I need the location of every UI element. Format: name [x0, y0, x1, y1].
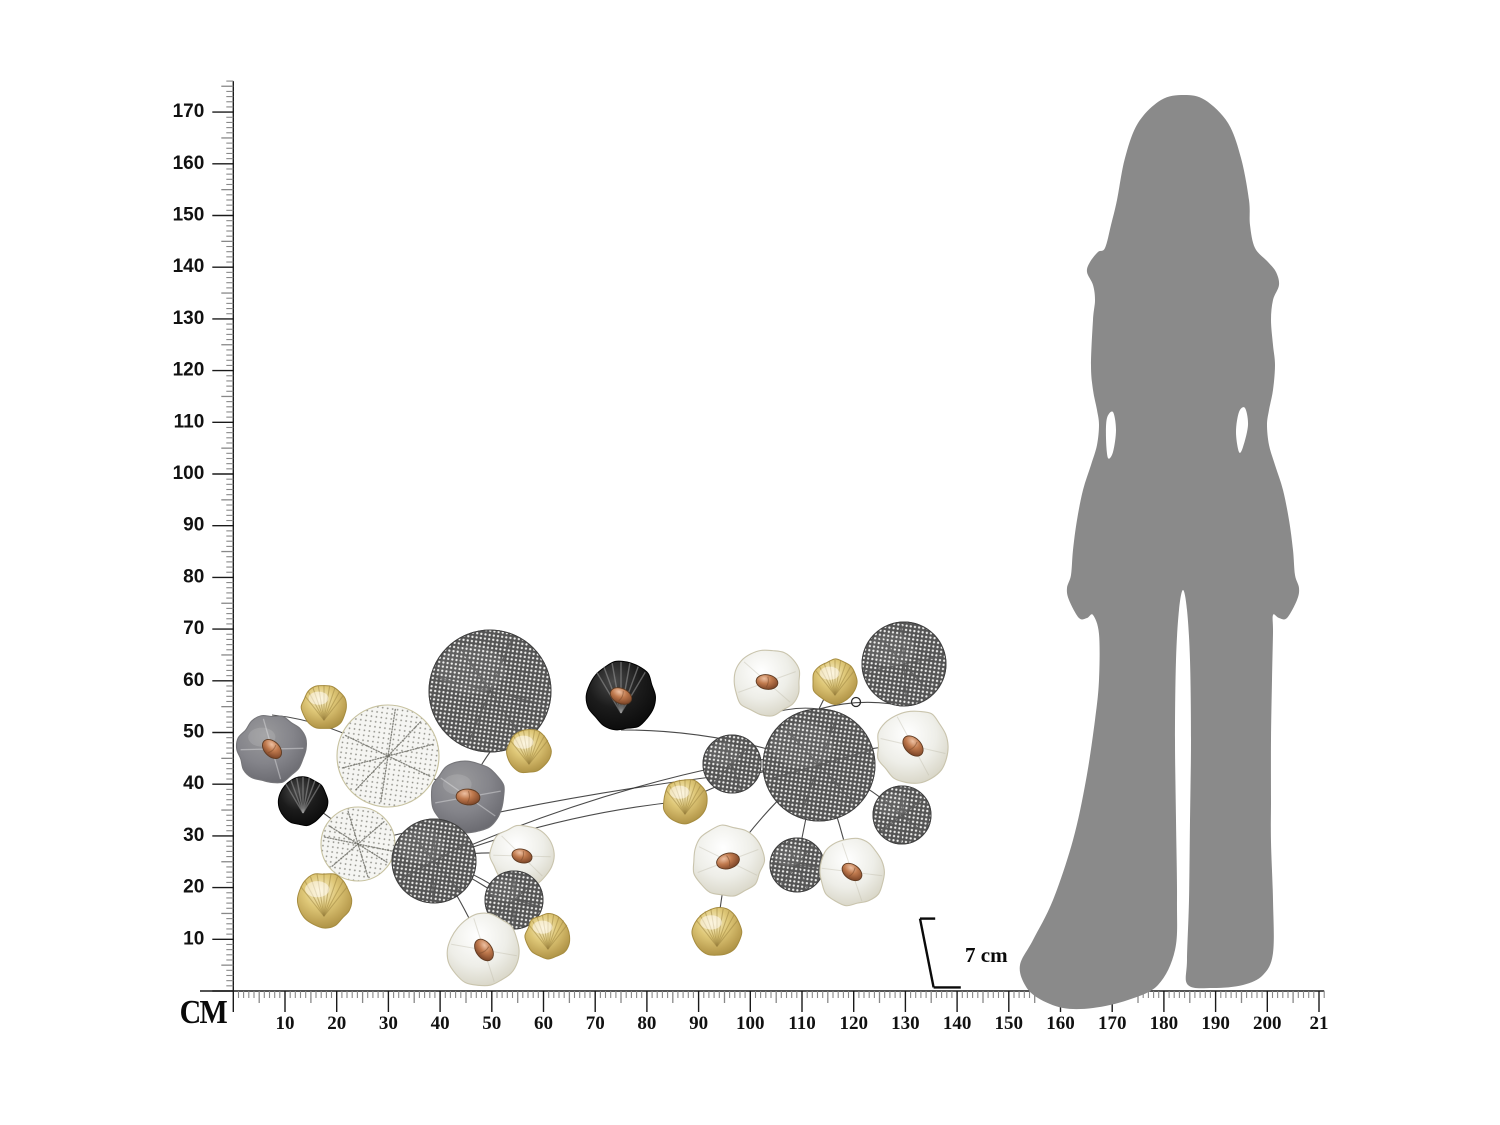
svg-text:30: 30	[183, 825, 204, 846]
svg-text:10: 10	[276, 1013, 295, 1034]
svg-text:130: 130	[891, 1013, 920, 1034]
svg-text:120: 120	[839, 1013, 868, 1034]
svg-text:90: 90	[689, 1013, 708, 1034]
svg-text:140: 140	[173, 256, 205, 277]
svg-text:40: 40	[431, 1013, 450, 1034]
svg-text:150: 150	[995, 1013, 1024, 1034]
svg-text:190: 190	[1201, 1013, 1230, 1034]
svg-text:21: 21	[1310, 1013, 1329, 1034]
svg-text:70: 70	[586, 1013, 605, 1034]
svg-text:110: 110	[174, 411, 205, 432]
svg-text:200: 200	[1253, 1013, 1282, 1034]
svg-text:50: 50	[183, 722, 204, 743]
svg-text:10: 10	[183, 928, 204, 949]
svg-text:70: 70	[183, 618, 204, 639]
svg-text:180: 180	[1150, 1013, 1179, 1034]
svg-text:100: 100	[173, 463, 205, 484]
svg-text:60: 60	[183, 670, 204, 691]
svg-text:80: 80	[183, 566, 204, 587]
svg-text:140: 140	[943, 1013, 972, 1034]
svg-text:7 cm: 7 cm	[965, 943, 1008, 967]
svg-text:90: 90	[183, 515, 204, 536]
svg-text:100: 100	[736, 1013, 765, 1034]
svg-text:170: 170	[173, 101, 205, 122]
svg-text:160: 160	[173, 153, 205, 174]
svg-text:20: 20	[183, 877, 204, 898]
svg-text:40: 40	[183, 773, 204, 794]
svg-text:120: 120	[173, 360, 205, 381]
svg-text:80: 80	[637, 1013, 656, 1034]
svg-text:160: 160	[1046, 1013, 1075, 1034]
svg-text:60: 60	[534, 1013, 553, 1034]
svg-text:CM: CM	[180, 992, 228, 1030]
svg-text:20: 20	[327, 1013, 346, 1034]
svg-text:30: 30	[379, 1013, 398, 1034]
svg-text:170: 170	[1098, 1013, 1127, 1034]
svg-text:110: 110	[788, 1013, 815, 1034]
svg-text:150: 150	[173, 205, 205, 226]
svg-text:130: 130	[173, 308, 205, 329]
svg-text:50: 50	[482, 1013, 501, 1034]
